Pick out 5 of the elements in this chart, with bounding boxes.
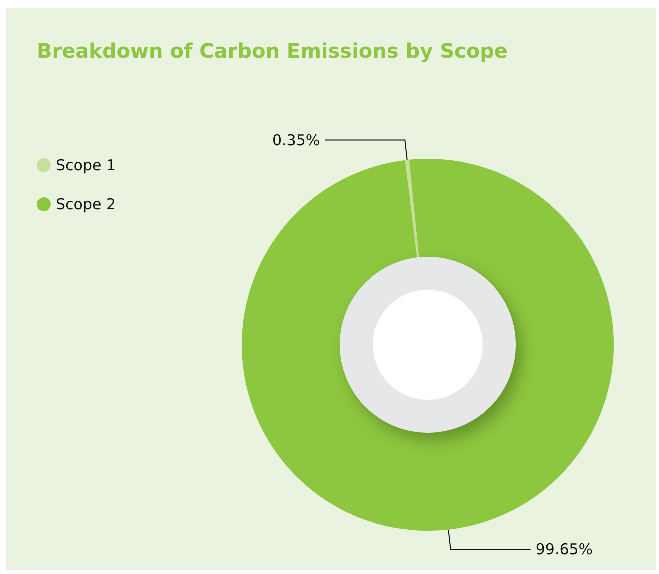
chart-title: Breakdown of Carbon Emissions by Scope [37,39,508,63]
legend-label: Scope 2 [56,196,116,214]
data-label: 0.35% [272,131,320,150]
data-label: 99.65% [536,540,594,559]
legend-label: Scope 1 [56,156,116,174]
